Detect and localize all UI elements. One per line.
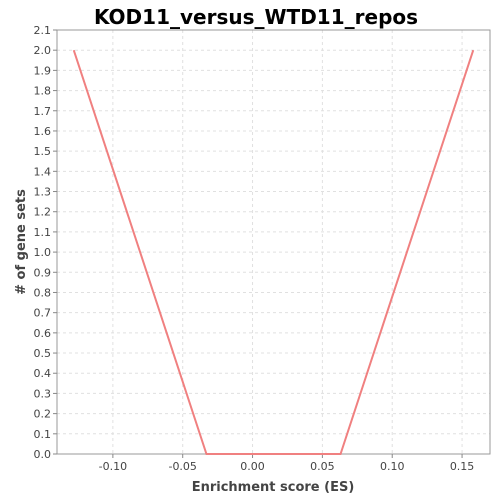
x-tick-label: 0.15 <box>450 460 475 473</box>
x-axis: -0.10 -0.05 0.00 0.05 0.10 0.15 <box>99 454 475 473</box>
y-tick-label: 1.6 <box>34 125 52 138</box>
y-tick-label: 0.7 <box>34 307 52 320</box>
y-tick-label: 0.1 <box>34 428 52 441</box>
y-tick-label: 1.0 <box>34 246 52 259</box>
x-tick-label: -0.10 <box>99 460 127 473</box>
y-tick-label: 0.9 <box>34 266 52 279</box>
y-axis: 0.0 0.1 0.2 0.3 0.4 0.5 0.6 0.7 0.8 0.9 1.0 1.1 1.2 1… <box>34 24 57 461</box>
y-tick-label: 0.8 <box>34 286 52 299</box>
y-tick-label: 1.8 <box>34 85 52 98</box>
x-axis-label: Enrichment score (ES) <box>192 480 355 495</box>
y-tick-label: 1.2 <box>34 206 52 219</box>
y-tick-label: 1.4 <box>34 165 52 178</box>
y-tick-label: 1.9 <box>34 64 52 77</box>
y-tick-label: 1.7 <box>34 105 52 118</box>
y-tick-label: 0.6 <box>34 327 52 340</box>
plot-area <box>56 29 491 455</box>
y-axis-label: # of gene sets <box>14 189 29 295</box>
y-tick-label: 0.3 <box>34 387 52 400</box>
x-tick-label: 0.10 <box>380 460 405 473</box>
chart-title: KOD11_versus_WTD11_repos <box>94 5 418 29</box>
x-tick-label: -0.05 <box>168 460 196 473</box>
y-tick-label: 1.3 <box>34 186 52 199</box>
y-tick-label: 0.2 <box>34 408 52 421</box>
y-tick-label: 2.1 <box>34 24 52 37</box>
y-tick-label: 2.0 <box>34 44 52 57</box>
x-tick-label: 0.00 <box>240 460 265 473</box>
y-tick-label: 1.1 <box>34 226 52 239</box>
x-tick-label: 0.05 <box>310 460 335 473</box>
y-tick-label: 0.4 <box>34 367 52 380</box>
y-tick-label: 1.5 <box>34 145 52 158</box>
y-tick-label: 0.0 <box>34 448 52 461</box>
series-layer <box>72 49 475 455</box>
series-line <box>72 49 475 455</box>
grid <box>57 29 490 455</box>
y-tick-label: 0.5 <box>34 347 52 360</box>
